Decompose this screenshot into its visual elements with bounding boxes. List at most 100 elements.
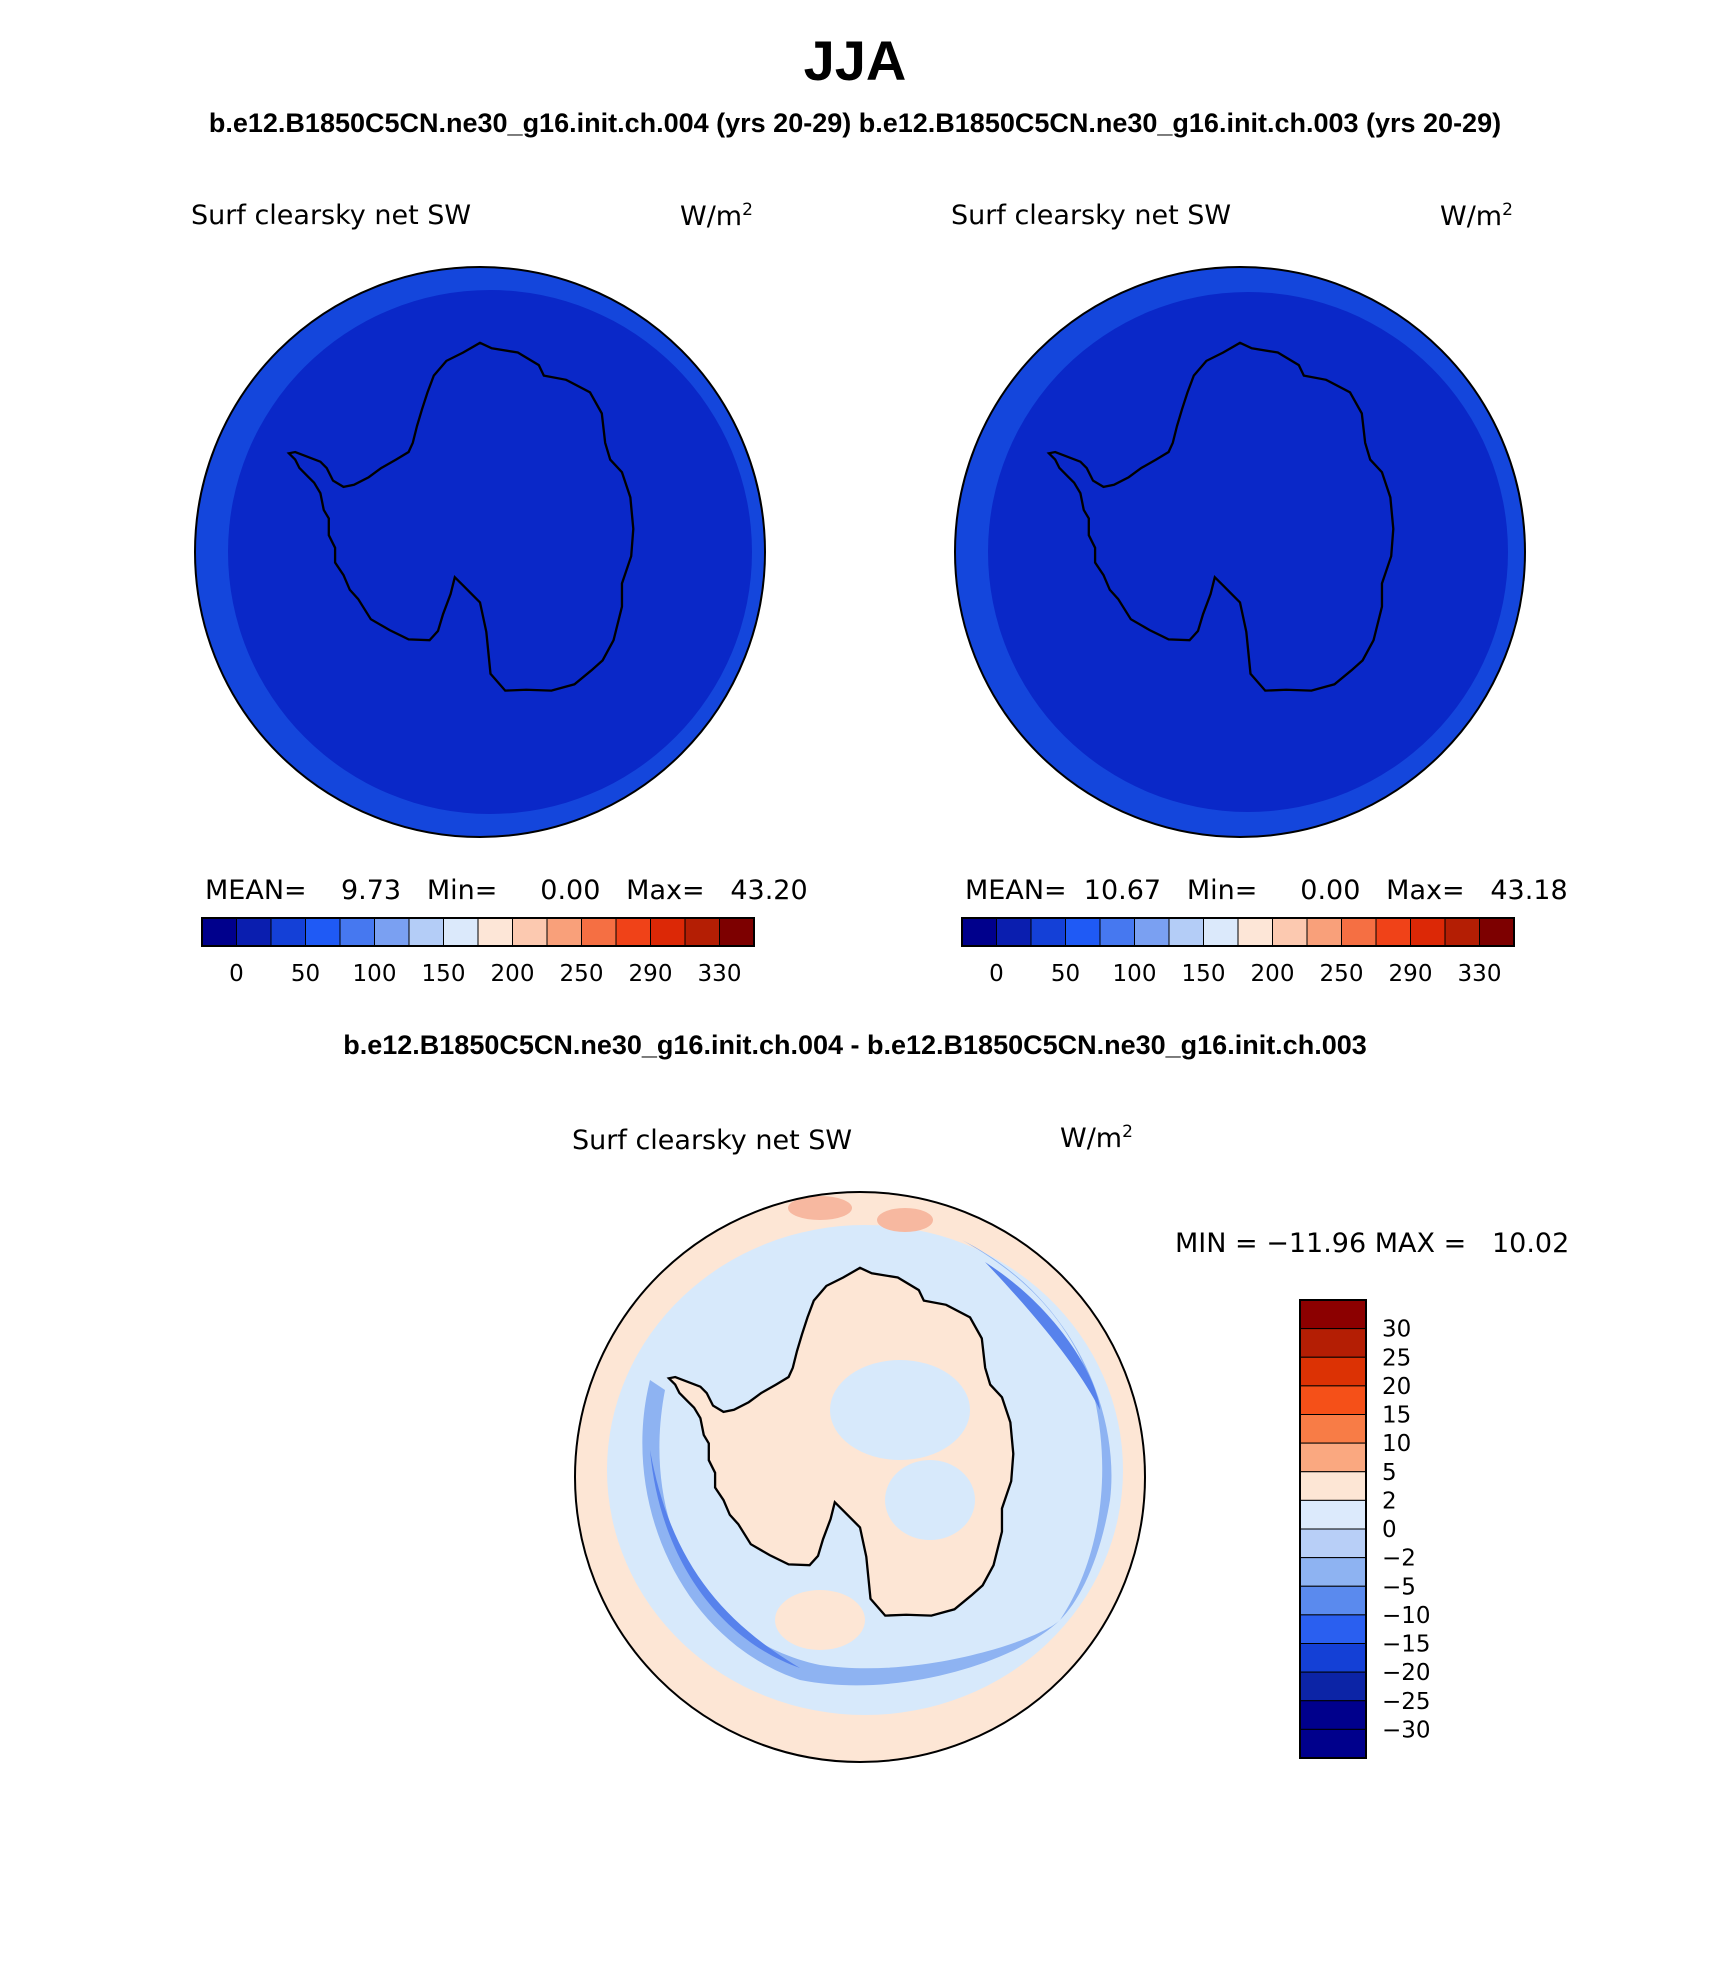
panel2-variable-label: Surf clearsky net SW (951, 200, 1232, 231)
colorbar-swatch (1341, 917, 1377, 947)
colorbar-swatch (305, 917, 341, 947)
colorbar-tick-label: 150 (422, 961, 466, 987)
colorbar-swatch (236, 917, 272, 947)
colorbar-swatch (512, 917, 548, 947)
colorbar-swatch (1299, 1671, 1367, 1702)
colorbar-tick-label: 150 (1182, 961, 1226, 987)
colorbar-swatch (408, 917, 444, 947)
colorbar-swatch (996, 917, 1032, 947)
panel1-variable-label: Surf clearsky net SW (191, 200, 472, 231)
colorbar-tick-label: −5 (1382, 1574, 1416, 1600)
colorbar-swatch (1299, 1528, 1367, 1559)
colorbar-tick-label: −2 (1382, 1546, 1416, 1572)
colorbar-swatch (1030, 917, 1066, 947)
colorbar-tick-label: 15 (1382, 1403, 1411, 1429)
colorbar-tick-label: 330 (1458, 961, 1502, 987)
colorbar-tick-label: 10 (1382, 1431, 1411, 1457)
colorbar-swatch (1410, 917, 1446, 947)
panel1-map (195, 267, 765, 837)
colorbar-swatch (443, 917, 479, 947)
colorbar-swatch (581, 917, 617, 947)
panel1-colorbar: 0 50 100 150 200 250 290 330 (201, 917, 755, 987)
panel1-units-label: W/m2 (680, 200, 753, 232)
colorbar-tick-label: −25 (1382, 1689, 1431, 1715)
colorbar-tick-label: 5 (1382, 1460, 1397, 1486)
colorbar-swatch (1299, 1557, 1367, 1587)
colorbar-swatch (650, 917, 686, 947)
colorbar-swatch (1299, 1442, 1367, 1473)
colorbar-swatch (1299, 1499, 1367, 1530)
subtitle-left: b.e12.B1850C5CN.ne30_g16.init.ch.004 (yr… (208, 108, 852, 138)
panel1-stats: MEAN= 9.73 Min= 0.00 Max= 43.20 (205, 875, 808, 906)
colorbar-swatch (1299, 1585, 1367, 1616)
colorbar-swatch (1299, 1414, 1367, 1444)
colorbar-swatch (1168, 917, 1204, 947)
colorbar-swatch (1479, 917, 1515, 947)
panel2-map (955, 267, 1525, 837)
colorbar-tick-label: 290 (629, 961, 673, 987)
colorbar-swatch (1444, 917, 1480, 947)
colorbar-swatch (1299, 1299, 1367, 1330)
diff-variable-label: Surf clearsky net SW (572, 1125, 853, 1156)
colorbar-tick-label: 100 (353, 961, 397, 987)
colorbar-tick-label: 0 (1382, 1517, 1397, 1543)
colorbar-swatch (1299, 1385, 1367, 1415)
diff-map (575, 1192, 1145, 1762)
colorbar-tick-label: 330 (698, 961, 742, 987)
colorbar-tick-label: 290 (1389, 961, 1433, 987)
difference-subtitle: b.e12.B1850C5CN.ne30_g16.init.ch.004 - b… (343, 1030, 1367, 1060)
colorbar-swatch (615, 917, 651, 947)
subtitle-right: b.e12.B1850C5CN.ne30_g16.init.ch.003 (yr… (858, 108, 1502, 138)
colorbar-swatch (1134, 917, 1170, 947)
colorbar-swatch (1299, 1700, 1367, 1730)
panel2-colorbar: 0 50 100 150 200 250 290 330 (961, 917, 1515, 987)
colorbar-tick-label: 250 (1320, 961, 1364, 987)
figure-subtitle: b.e12.B1850C5CN.ne30_g16.init.ch.004 (yr… (0, 108, 1710, 139)
colorbar-swatch (684, 917, 720, 947)
diff-stats: MIN = −11.96 MAX = 10.02 (1175, 1228, 1570, 1259)
colorbar-swatch (1299, 1471, 1367, 1501)
colorbar-swatch (1299, 1643, 1367, 1673)
diff-units-label: W/m2 (1060, 1122, 1133, 1154)
colorbar-swatch (1237, 917, 1273, 947)
colorbar-tick-label: 250 (560, 961, 604, 987)
colorbar-tick-label: 0 (989, 961, 1004, 987)
colorbar-swatch (1299, 1356, 1367, 1387)
colorbar-tick-label: 100 (1113, 961, 1157, 987)
colorbar-swatch (1272, 917, 1308, 947)
colorbar-swatch (1065, 917, 1101, 947)
colorbar-swatch (339, 917, 375, 947)
colorbar-swatch (1306, 917, 1342, 947)
colorbar-tick-label: −15 (1382, 1632, 1431, 1658)
colorbar-tick-label: 25 (1382, 1345, 1411, 1371)
colorbar-swatch (961, 917, 997, 947)
colorbar-tick-label: −10 (1382, 1603, 1431, 1629)
colorbar-swatch (546, 917, 582, 947)
colorbar-swatch (1299, 1328, 1367, 1358)
colorbar-swatch (477, 917, 513, 947)
colorbar-swatch (1375, 917, 1411, 947)
colorbar-tick-label: 2 (1382, 1488, 1397, 1514)
colorbar-tick-label: 200 (1251, 961, 1295, 987)
colorbar-tick-label: 0 (229, 961, 244, 987)
colorbar-swatch (374, 917, 410, 947)
colorbar-tick-label: −20 (1382, 1660, 1431, 1686)
colorbar-swatch (1299, 1614, 1367, 1644)
colorbar-swatch (719, 917, 755, 947)
colorbar-tick-label: 20 (1382, 1374, 1411, 1400)
colorbar-swatch (270, 917, 306, 947)
colorbar-tick-label: −30 (1382, 1717, 1431, 1743)
panel2-stats: MEAN= 10.67 Min= 0.00 Max= 43.18 (965, 875, 1568, 906)
colorbar-tick-label: 50 (291, 961, 320, 987)
colorbar-tick-label: 200 (491, 961, 535, 987)
colorbar-tick-label: 30 (1382, 1317, 1411, 1343)
colorbar-swatch (1099, 917, 1135, 947)
panel2-units-label: W/m2 (1440, 200, 1513, 232)
colorbar-swatch (201, 917, 237, 947)
figure-title: JJA (803, 29, 907, 92)
colorbar-tick-label: 50 (1051, 961, 1080, 987)
colorbar-swatch (1203, 917, 1239, 947)
colorbar-swatch (1299, 1728, 1367, 1759)
